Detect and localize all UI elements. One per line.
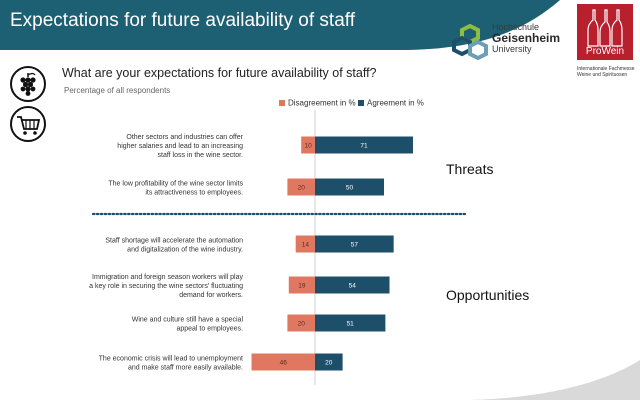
data-label-disagreement: 46 — [280, 360, 288, 367]
category-label: Staff shortage will accelerate the autom… — [105, 238, 243, 245]
category-label: a key role in securing the wine sectors’… — [89, 283, 243, 290]
hgu-line3: University — [492, 44, 532, 54]
legend-label-agreement: Agreement in % — [367, 98, 424, 108]
category-label: appeal to employees. — [176, 326, 243, 333]
prowein-logo: ProWein — [577, 4, 633, 60]
hgu-line2: Geisenheim — [492, 31, 561, 45]
category-label: its attractiveness to employees. — [145, 190, 243, 197]
data-label-disagreement: 10 — [304, 143, 312, 150]
group-label-opportunities: Opportunities — [446, 287, 530, 303]
data-label-agreement: 50 — [346, 185, 354, 192]
bar-agreement — [315, 276, 390, 294]
shopping-cart-icon — [10, 106, 46, 142]
prowein-subtitle: Internationale Fachmesse Weine und Spiri… — [577, 66, 639, 78]
data-label-agreement: 20 — [325, 360, 333, 367]
bar-disagreement — [288, 276, 315, 294]
hgu-line1: Hochschule — [492, 22, 540, 32]
wine-bottles-icon — [587, 9, 623, 47]
grapes-icon-glyph — [20, 72, 36, 96]
chart-title: What are your expectations for future av… — [62, 66, 377, 80]
legend-swatch-agreement — [358, 99, 364, 106]
data-label-agreement: 57 — [351, 242, 359, 249]
bar-disagreement — [287, 314, 315, 332]
category-label: and make staff more easily available. — [128, 365, 243, 372]
legend-item-disagreement: Disagreement in % — [279, 98, 356, 107]
bar-disagreement — [251, 353, 315, 371]
category-label: Other sectors and industries can offer — [126, 134, 243, 141]
category-label: and digitalization of the wine industry. — [127, 247, 243, 254]
page-title: Expectations for future availability of … — [10, 10, 355, 31]
bar-agreement — [315, 178, 384, 196]
prowein-sub-line2: Weine und Spirituosen — [577, 72, 628, 78]
data-label-agreement: 71 — [360, 143, 368, 150]
prowein-sub-line1: Internationale Fachmesse — [577, 66, 635, 72]
bar-agreement — [315, 235, 394, 253]
chart-subtitle: Percentage of all respondents — [64, 86, 171, 95]
legend-swatch-disagreement — [279, 99, 285, 106]
group-label-threats: Threats — [446, 161, 494, 177]
data-label-disagreement: 20 — [298, 185, 306, 192]
legend-item-agreement: Agreement in % — [358, 98, 424, 107]
shopping-cart-icon-glyph — [17, 116, 41, 135]
hgu-logo-text: Hochschule Geisenheim University — [492, 22, 560, 54]
category-label: Wine and culture still have a special — [132, 317, 244, 324]
category-label: The low profitability of the wine sector… — [108, 181, 243, 188]
category-label: Immigration and foreign season workers w… — [92, 274, 243, 281]
hgu-logo-mark-icon — [452, 24, 488, 60]
bar-agreement — [315, 136, 413, 154]
category-label: staff loss in the wine sector. — [158, 152, 244, 159]
category-label: demand for workers. — [179, 292, 243, 299]
grapes-icon — [10, 66, 46, 102]
bar-disagreement — [295, 235, 315, 253]
data-label-disagreement: 19 — [298, 283, 306, 290]
bar-disagreement — [301, 136, 315, 154]
data-label-disagreement: 20 — [298, 321, 306, 328]
data-label-agreement: 51 — [347, 321, 355, 328]
bar-disagreement — [287, 178, 315, 196]
bar-agreement — [315, 353, 343, 371]
hgu-logo: Hochschule Geisenheim University — [450, 22, 568, 64]
data-label-agreement: 54 — [349, 283, 357, 290]
category-label: The economic crisis will lead to unemplo… — [99, 356, 243, 363]
prowein-name: ProWein — [585, 46, 625, 57]
legend-label-disagreement: Disagreement in % — [288, 98, 356, 108]
data-label-disagreement: 14 — [302, 242, 310, 249]
bar-agreement — [315, 314, 386, 332]
category-label: higher salaries and lead to an increasin… — [117, 143, 243, 150]
